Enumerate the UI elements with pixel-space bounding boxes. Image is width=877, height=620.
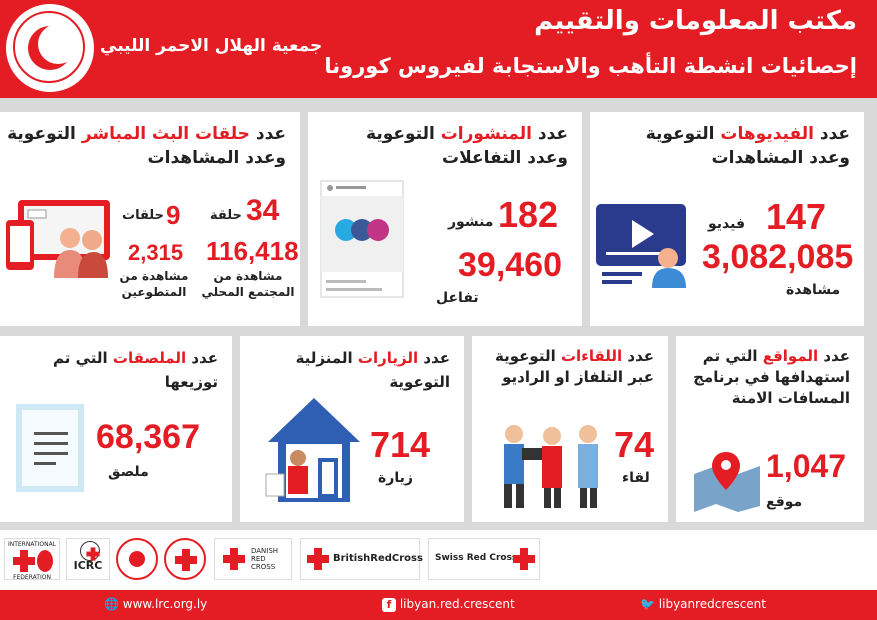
poster-document-icon xyxy=(16,404,84,492)
danish-red-cross-logo: DANISH RED CROSS xyxy=(214,538,292,580)
sites-count-label: موقع xyxy=(766,494,803,510)
sites-count: 1,047 xyxy=(766,448,847,484)
home-visits-card: عدد الزيارات المنزلية التوعوية 714 زيارة xyxy=(240,336,464,522)
posts-card-title: عدد المنشورات التوعوية وعدد التفاعلات xyxy=(366,124,568,168)
stats-panel: عدد الفيديوهات التوعوية وعدد المشاهدات 1… xyxy=(0,98,877,530)
facebook-link[interactable]: f libyan.red.crescent xyxy=(382,597,515,612)
local-episodes-label: حلقة xyxy=(210,208,242,223)
video-player-icon xyxy=(596,204,686,288)
house-icon xyxy=(265,398,360,502)
italian-red-cross-logo xyxy=(164,538,206,580)
icrc-logo: ICRC xyxy=(66,538,110,580)
header-banner: جمعية الهلال الاحمر الليبي مكتب المعلوما… xyxy=(0,0,877,98)
posters-count-label: ملصق xyxy=(108,464,149,480)
page-subtitle: إحصائيات انشطة التأهب والاستجابة لفيروس … xyxy=(324,54,857,78)
website-link[interactable]: 🌐 www.lrc.org.ly xyxy=(104,597,208,611)
safe-distance-sites-card: عدد المواقع التي تم استهدافها في برنامج … xyxy=(676,336,864,522)
meetings-count: 74 xyxy=(614,424,655,465)
sites-card-title: عدد المواقع التي تم استهدافها في برنامج … xyxy=(693,347,850,407)
map-pin-icon xyxy=(694,452,760,512)
org-name: جمعية الهلال الاحمر الليبي xyxy=(100,36,323,56)
local-episodes-count: 34 xyxy=(246,194,280,227)
facebook-icon: f xyxy=(382,598,396,612)
social-post-icon xyxy=(320,180,404,298)
posts-card: عدد المنشورات التوعوية وعدد التفاعلات 18… xyxy=(308,112,582,326)
interactions-count: 39,460 xyxy=(458,246,562,284)
page-title: مكتب المعلومات والتقييم xyxy=(534,6,857,36)
local-views-count: 116,418 xyxy=(206,236,299,266)
volunteer-views-label: مشاهدة من المتطوعين xyxy=(119,269,189,299)
volunteer-episodes-label: حلقات xyxy=(122,208,164,223)
meetings-count-label: لقاء xyxy=(622,470,650,486)
videos-count: 147 xyxy=(766,196,827,237)
twitter-icon: 🐦 xyxy=(640,597,655,611)
visits-count: 714 xyxy=(370,424,431,465)
posts-count-label: منشور xyxy=(448,214,494,230)
national-society-seal-logo xyxy=(116,538,158,580)
posters-card-title: عدد الملصقات التي تم توزيعها xyxy=(52,349,218,391)
volunteer-views-count: 2,315 xyxy=(128,240,184,265)
posts-count: 182 xyxy=(498,194,559,235)
volunteer-episodes-count: 9 xyxy=(166,200,181,230)
views-label: مشاهدة xyxy=(786,282,841,298)
visits-count-label: زيارة xyxy=(378,470,413,486)
globe-icon: 🌐 xyxy=(104,597,119,611)
footer-bar: 🌐 www.lrc.org.ly f libyan.red.crescent 🐦… xyxy=(0,590,877,620)
videos-card: عدد الفيديوهات التوعوية وعدد المشاهدات 1… xyxy=(590,112,864,326)
videos-card-title: عدد الفيديوهات التوعوية وعدد المشاهدات xyxy=(645,124,850,168)
british-red-cross-logo: BritishRedCross xyxy=(300,538,423,580)
visits-card-title: عدد الزيارات المنزلية التوعوية xyxy=(295,349,450,391)
libyan-red-crescent-logo xyxy=(6,4,94,92)
media-meetings-card: عدد اللقاءات التوعوية عبر التلفاز او الر… xyxy=(472,336,668,522)
live-card-title: عدد حلقات البث المباشر التوعوية وعدد الم… xyxy=(7,124,286,168)
twitter-link[interactable]: 🐦 libyanredcrescent xyxy=(640,597,766,611)
live-broadcast-card: عدد حلقات البث المباشر التوعوية وعدد الم… xyxy=(0,112,300,326)
tv-interview-icon xyxy=(504,425,598,508)
local-views-label: مشاهدة من المجتمع المحلي xyxy=(201,269,295,299)
posters-card: عدد الملصقات التي تم توزيعها 68,367 ملصق xyxy=(0,336,232,522)
posters-count: 68,367 xyxy=(96,418,200,456)
meetings-card-title: عدد اللقاءات التوعوية عبر التلفاز او الر… xyxy=(495,347,654,386)
videos-count-label: فيديو xyxy=(708,216,746,232)
views-count: 3,082,085 xyxy=(702,238,854,276)
swiss-red-cross-logo: Swiss Red Cross xyxy=(428,538,540,580)
interactions-label: تفاعل xyxy=(436,290,479,306)
live-stream-icon xyxy=(6,200,110,278)
partner-logos: INTERNATIONAL FEDERATION ICRC DANISH RED… xyxy=(0,530,877,590)
ifrc-logo: INTERNATIONAL FEDERATION xyxy=(4,538,60,581)
